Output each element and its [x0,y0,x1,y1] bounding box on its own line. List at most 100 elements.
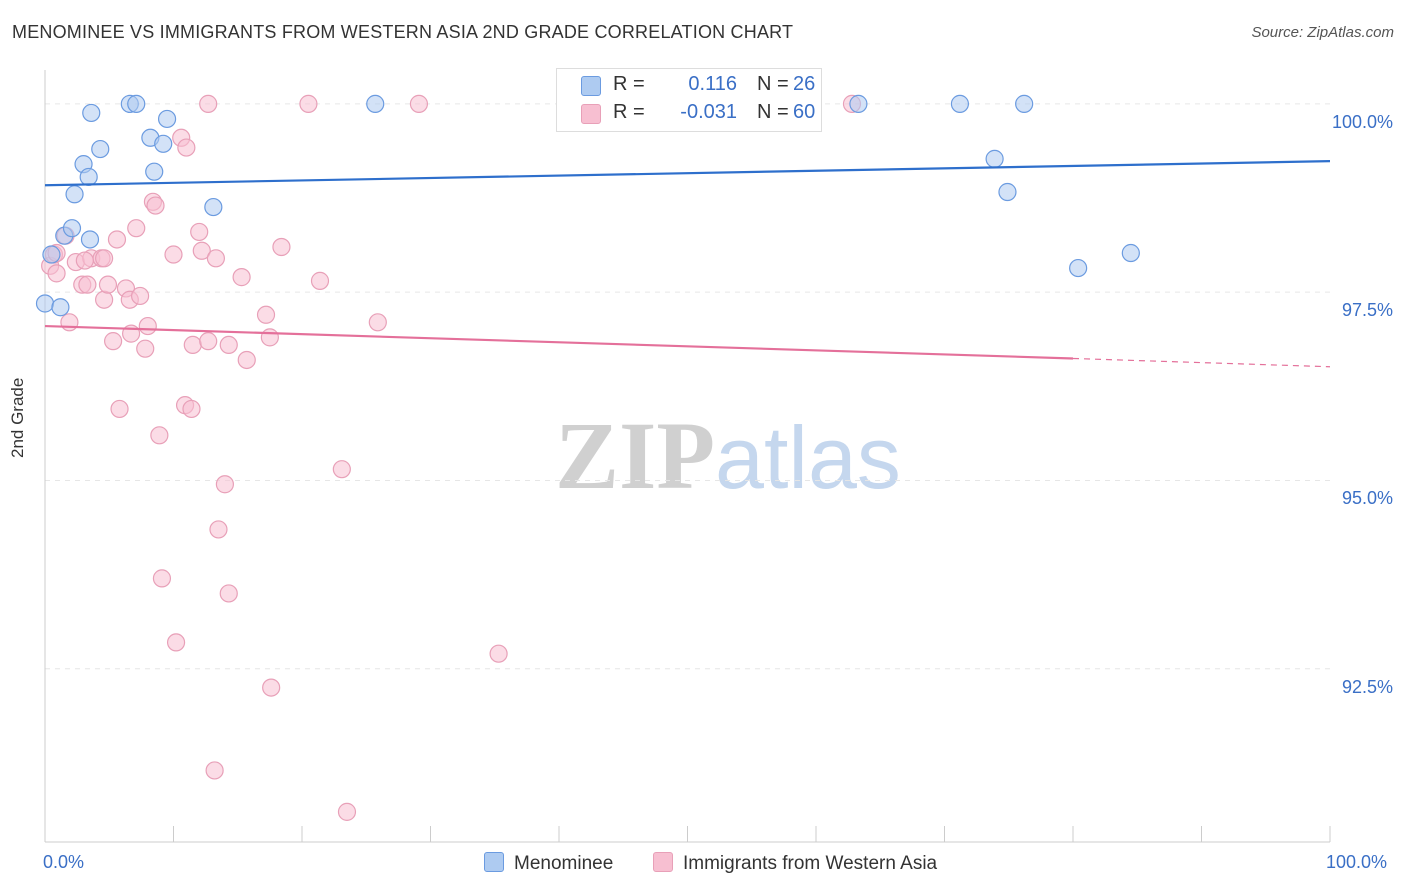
y-tick-label: 97.5% [1341,300,1393,321]
data-point [145,162,164,181]
data-point [489,644,508,663]
r-value: -0.031 [680,101,737,123]
data-point [215,475,234,494]
data-point [205,761,224,780]
data-point [237,350,256,370]
immigrants-trend-line [44,324,1074,360]
grid-lines [45,103,1330,670]
y-tick-label: 100.0% [1331,111,1393,132]
data-point [177,138,196,157]
data-point [79,167,98,187]
y-tick-label: 95.0% [1341,488,1393,509]
data-point [366,94,385,113]
data-point [1121,243,1140,263]
legend-item-immigrants[interactable]: Immigrants from Western Asia [653,852,937,875]
data-point [409,94,429,113]
data-point [107,230,127,249]
x-tick-min: 0.0% [43,852,85,872]
legend-item-menominee[interactable]: Menominee [484,852,613,875]
trend-lines [44,160,1331,368]
menominee-legend-swatch [484,852,504,872]
r-label: R = [613,73,645,95]
data-point [95,290,114,309]
data-point [78,275,97,294]
data-point [332,460,351,479]
data-point [206,249,226,268]
data-point [154,134,173,153]
data-point [1069,258,1088,278]
source-label[interactable]: Source: ZipAtlas.com [1251,24,1394,41]
stats-legend: R = 0.116 N = 26 R = -0.031 N = 60 [556,68,822,132]
data-point [299,94,318,113]
data-point [199,94,218,113]
menominee-points [35,94,1140,317]
data-point [138,316,157,336]
watermark: ZIPatlas [555,400,901,511]
data-point [62,219,82,238]
data-point [232,268,251,287]
data-point [136,339,155,358]
data-point [157,109,177,129]
data-point [127,94,146,113]
immigrants-legend-label: Immigrants from Western Asia [683,853,938,874]
n-label: N = [757,101,789,123]
data-point [260,328,279,347]
data-point [272,237,291,257]
r-label: R = [613,101,645,123]
data-point [209,520,228,539]
n-label: N = [757,73,789,95]
data-point [998,182,1017,202]
data-point [98,275,118,294]
watermark-zip: ZIP [555,402,716,509]
data-point [152,569,172,588]
data-point [65,185,84,204]
data-point [183,335,202,355]
data-point [127,219,146,238]
chart-title: MENOMINEE VS IMMIGRANTS FROM WESTERN ASI… [12,22,794,42]
data-point [204,197,223,217]
n-value: 26 [793,73,816,95]
data-point [262,678,281,697]
data-point [91,139,110,159]
data-point [166,633,186,652]
data-point [182,399,201,419]
data-point [82,103,101,123]
data-point [47,264,66,283]
data-point [75,251,94,270]
data-point [985,149,1004,168]
data-point [60,313,79,332]
data-point [368,313,387,332]
immigrants-legend-swatch [653,852,673,872]
data-point [130,286,150,306]
data-point [950,94,970,113]
menominee-trend-line [44,160,1331,187]
data-point [199,332,218,351]
data-point [337,802,357,821]
data-point [51,298,70,317]
data-point [256,305,276,324]
data-point [146,196,165,215]
data-point [219,335,238,355]
data-point [164,245,183,264]
immigrants-trend-extension [1072,357,1331,368]
immigrants-points [41,94,862,821]
n-value: 60 [793,101,816,123]
data-point [110,399,129,419]
y-tick-label: 92.5% [1341,676,1393,697]
data-point [95,249,114,268]
immigrants-swatch [581,104,601,124]
menominee-swatch [581,76,601,96]
r-value: 0.116 [688,73,737,95]
data-point [310,271,330,290]
data-point [190,222,209,242]
data-point [104,332,123,351]
x-tick-max: 100.0% [1326,852,1388,872]
data-point [35,294,55,313]
data-point [1015,94,1034,113]
watermark-atlas: atlas [715,408,901,507]
data-point [42,245,61,264]
data-point [80,230,100,249]
data-point [150,426,169,445]
data-point [849,94,868,113]
